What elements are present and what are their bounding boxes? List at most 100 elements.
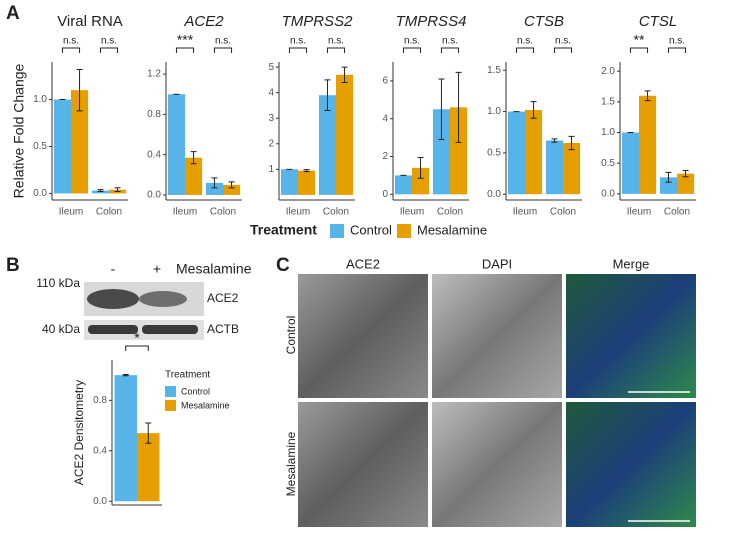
y-axis-title: Relative Fold Change xyxy=(11,63,27,198)
legend-swatch xyxy=(165,400,176,411)
y-tick-label: 4 xyxy=(268,87,274,98)
x-tick-label: Colon xyxy=(96,207,122,218)
bar xyxy=(71,90,89,194)
bar xyxy=(298,170,316,195)
blot-band xyxy=(142,325,198,334)
error-bar xyxy=(644,90,651,102)
error-bar xyxy=(97,189,104,193)
significance-bracket xyxy=(667,47,687,53)
error-bar xyxy=(455,71,462,143)
treatment-label: Mesalamine xyxy=(176,261,252,277)
x-tick-label: Colon xyxy=(664,207,690,218)
error-bar xyxy=(122,374,129,377)
row-label: Mesalamine xyxy=(284,431,298,496)
y-tick-label: 1.5 xyxy=(487,65,501,76)
y-tick-label: 0.5 xyxy=(601,158,615,169)
x-tick-label: Colon xyxy=(210,207,236,218)
significance-bracket xyxy=(288,47,308,53)
significance-label: n.s. xyxy=(328,36,344,47)
y-tick-label: 0.0 xyxy=(601,189,615,200)
significance-bracket xyxy=(99,47,119,53)
x-tick-label: Colon xyxy=(550,207,576,218)
micrograph xyxy=(298,274,428,398)
significance-bracket xyxy=(440,47,460,53)
x-tick-label: Ileum xyxy=(173,207,197,218)
error-bar xyxy=(303,169,310,173)
significance-label: n.s. xyxy=(404,36,420,47)
error-bar xyxy=(665,171,672,183)
error-bar xyxy=(682,170,689,178)
significance-bracket xyxy=(629,47,649,53)
micrograph xyxy=(298,402,428,527)
error-bar xyxy=(341,66,348,83)
bar xyxy=(432,109,450,195)
significance-bracket xyxy=(213,47,233,53)
y-tick-label: 6 xyxy=(382,76,388,87)
column-label: Merge xyxy=(613,256,650,271)
bar xyxy=(412,167,430,195)
bar xyxy=(167,94,185,195)
error-bar xyxy=(190,151,197,165)
legend-label: Mesalamine xyxy=(181,400,230,410)
legend-label: Control xyxy=(181,386,210,396)
blot-band xyxy=(87,289,139,309)
bar xyxy=(525,109,543,195)
error-bar xyxy=(417,156,424,179)
legend-title: Treatment xyxy=(250,222,317,238)
column-label: ACE2 xyxy=(346,256,380,271)
y-tick-label: 0.4 xyxy=(93,445,107,456)
blot-band xyxy=(88,325,138,334)
y-tick-label: 0.8 xyxy=(93,395,107,406)
chart-title: CTSL xyxy=(639,13,677,30)
band-label: ACTB xyxy=(207,322,239,336)
micrograph xyxy=(432,402,562,527)
bar xyxy=(639,95,657,194)
bar xyxy=(280,169,298,195)
x-tick-label: Colon xyxy=(437,207,463,218)
legend-label: Control xyxy=(350,222,392,237)
error-bar xyxy=(530,101,537,119)
significance-label: *** xyxy=(177,32,194,48)
significance-bracket xyxy=(61,47,81,53)
error-bar xyxy=(211,177,218,189)
significance-label: ** xyxy=(634,32,645,48)
y-axis-title: ACE2 Densitometry xyxy=(72,380,86,485)
bar xyxy=(659,177,677,194)
significance-label: n.s. xyxy=(101,36,117,47)
y-tick-label: 2 xyxy=(382,151,388,162)
bar xyxy=(450,107,468,195)
significance-bracket xyxy=(125,345,149,351)
significance-label: n.s. xyxy=(669,36,685,47)
error-bar xyxy=(438,78,445,141)
bar xyxy=(394,175,412,195)
error-bar xyxy=(145,422,152,444)
y-tick-label: 3 xyxy=(268,113,274,124)
error-bar xyxy=(228,181,235,189)
significance-label: n.s. xyxy=(517,36,533,47)
marker-label: 40 kDa xyxy=(42,322,80,336)
y-tick-label: 0.0 xyxy=(487,189,501,200)
y-tick-label: 2.0 xyxy=(601,66,615,77)
chart-title: TMPRSS4 xyxy=(396,13,467,30)
chart-title: CTSB xyxy=(524,13,564,30)
bar xyxy=(223,184,241,195)
blot-band xyxy=(139,291,187,307)
panel-label: A xyxy=(6,3,20,24)
bar xyxy=(336,74,354,195)
y-tick-label: 0.5 xyxy=(33,141,47,152)
error-bar xyxy=(568,135,575,151)
panel-label: B xyxy=(6,255,20,276)
significance-label: n.s. xyxy=(290,36,306,47)
x-tick-label: Colon xyxy=(323,207,349,218)
chart-title: ACE2 xyxy=(183,13,224,30)
significance-label: n.s. xyxy=(63,36,79,47)
x-tick-label: Ileum xyxy=(286,207,310,218)
legend-label: Mesalamine xyxy=(417,222,487,237)
y-tick-label: 0.0 xyxy=(93,496,107,507)
chart-title: Viral RNA xyxy=(57,13,123,30)
chart-title: TMPRSS2 xyxy=(282,13,354,30)
y-tick-label: 2 xyxy=(268,138,274,149)
y-tick-label: 4 xyxy=(382,113,388,124)
